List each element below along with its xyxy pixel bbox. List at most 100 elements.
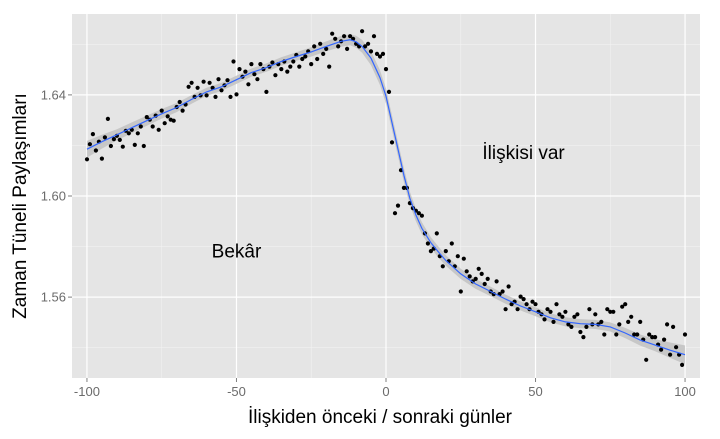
data-point	[246, 82, 251, 87]
data-point	[671, 324, 676, 329]
data-point	[201, 79, 206, 84]
data-point	[377, 54, 383, 59]
data-point	[665, 322, 670, 327]
data-point	[503, 307, 508, 312]
data-point	[186, 84, 191, 89]
data-point	[509, 302, 514, 307]
data-point	[380, 51, 386, 57]
data-point	[647, 332, 652, 337]
data-point	[416, 211, 421, 216]
data-point	[545, 307, 550, 312]
data-point	[264, 89, 269, 94]
data-point	[680, 362, 685, 367]
x-tick-label: 50	[528, 384, 542, 399]
data-point	[102, 135, 107, 140]
data-point	[455, 254, 460, 259]
data-point	[521, 297, 526, 302]
x-tick-label: -100	[74, 384, 100, 399]
data-point	[476, 266, 481, 271]
annotations: Bekâr İlişkisi var	[212, 143, 566, 263]
major-gridlines	[72, 14, 700, 378]
data-point	[515, 307, 520, 312]
confidence-band	[87, 34, 685, 365]
data-point	[285, 69, 290, 74]
data-point	[363, 44, 368, 49]
data-point	[228, 94, 233, 99]
data-point	[674, 345, 679, 350]
data-point	[443, 249, 448, 254]
data-point	[653, 335, 658, 340]
data-point	[135, 131, 140, 136]
data-point	[126, 131, 131, 136]
data-point	[162, 121, 167, 126]
data-point	[189, 80, 194, 85]
data-point	[216, 77, 221, 82]
data-point	[626, 319, 631, 324]
data-point	[159, 108, 164, 113]
data-point	[467, 274, 472, 279]
data-point	[342, 34, 347, 39]
data-point	[324, 46, 329, 52]
data-point	[99, 156, 104, 161]
data-point	[150, 124, 155, 129]
data-point	[629, 314, 634, 319]
data-point	[602, 332, 607, 337]
data-point	[434, 231, 439, 236]
data-point	[303, 54, 308, 59]
annotation-label: Bekâr	[212, 242, 262, 263]
data-point	[279, 67, 284, 72]
data-point	[530, 299, 535, 304]
data-point	[587, 307, 592, 312]
data-point	[318, 41, 323, 46]
y-axis-ticks: 1.56 1.60 1.64	[41, 87, 72, 305]
data-point	[138, 124, 143, 129]
data-point	[213, 94, 218, 99]
data-point	[401, 185, 406, 190]
data-point	[554, 302, 559, 307]
data-point	[348, 34, 353, 39]
data-point	[659, 347, 664, 352]
data-point	[542, 317, 547, 322]
data-point	[219, 88, 224, 93]
data-point	[84, 157, 90, 162]
y-tick-label: 1.56	[41, 290, 66, 305]
data-point	[309, 62, 314, 67]
data-point	[584, 324, 589, 329]
data-point	[132, 142, 137, 147]
data-point	[533, 302, 538, 307]
data-point	[360, 29, 365, 34]
data-point	[210, 85, 215, 90]
data-point	[300, 56, 305, 62]
data-point	[524, 302, 529, 307]
data-point	[518, 294, 523, 299]
smooth-line	[86, 39, 686, 356]
data-point	[371, 34, 377, 39]
data-point	[458, 289, 463, 294]
data-point	[425, 241, 430, 246]
data-point	[177, 99, 182, 105]
data-point	[144, 115, 149, 120]
data-point	[165, 114, 170, 119]
data-point	[563, 309, 568, 314]
data-point	[572, 314, 577, 319]
x-axis-title: İlişkiden önceki / sonraki günler	[248, 407, 513, 428]
data-point	[368, 49, 374, 54]
data-point	[252, 72, 257, 77]
data-point	[288, 64, 293, 69]
data-point	[623, 302, 628, 307]
data-point	[336, 44, 341, 49]
y-tick-label: 1.64	[41, 87, 66, 102]
data-point	[569, 324, 574, 329]
data-point	[243, 69, 248, 74]
data-point	[605, 307, 610, 312]
data-point	[117, 137, 122, 142]
data-point	[428, 249, 433, 254]
annotation-label: İlişkisi var	[482, 143, 565, 164]
data-point	[180, 108, 185, 113]
data-point	[345, 46, 350, 52]
data-point	[449, 241, 454, 246]
data-point	[108, 143, 113, 149]
data-point	[105, 116, 110, 121]
data-point	[386, 89, 392, 94]
